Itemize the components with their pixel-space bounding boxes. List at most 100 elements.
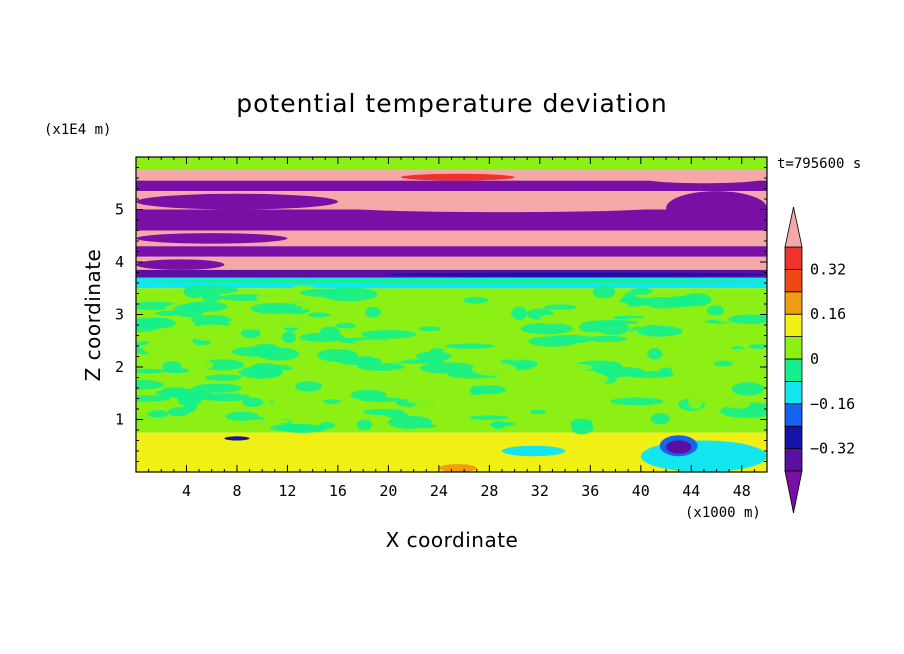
contour-features [136,172,767,472]
contour-speckle-120 [167,406,190,417]
contour-speckle-213 [269,423,318,432]
contour-speckle-206 [138,317,177,329]
y-tick-label-4: 5 [115,201,124,219]
x-tick-label-10: 44 [682,482,700,500]
contour-speckle-2 [201,292,222,302]
contour-feature-7 [136,259,225,270]
contour-speckle-176 [136,368,166,374]
contour-speckle-161 [725,369,765,375]
contour-speckle-40 [147,410,169,418]
contour-speckle-73 [250,343,281,356]
contour-speckle-153 [468,415,509,420]
contour-feature-20 [224,436,250,441]
contour-feature-16 [565,453,641,470]
y-tick-label-0: 1 [115,411,124,429]
contour-speckle-41 [420,384,433,396]
contour-speckle-193 [411,402,447,415]
contour-speckle-215 [177,393,202,407]
contour-feature-3 [666,191,767,226]
contour-speckle-147 [543,304,577,311]
x-tick-label-3: 16 [329,482,347,500]
contour-feature-11 [136,437,187,472]
x-tick-label-1: 8 [232,482,241,500]
x-tick-label-9: 40 [632,482,650,500]
contour-speckle-146 [528,336,578,347]
colorbar-segment-4 [784,358,803,382]
contour-speckle-181 [635,305,653,312]
colorbar-segment-3 [784,380,803,405]
contour-speckle-204 [574,372,609,386]
contour-speckle-180 [395,303,426,318]
contour-speckle-214 [728,314,767,324]
contour-speckle-164 [188,359,214,371]
colorbar-tick-label-3: 0.16 [810,305,846,323]
contour-speckle-159 [598,349,646,363]
x-tick-label-8: 36 [581,482,599,500]
contour-speckle-169 [688,395,703,409]
contour-speckle-45 [240,328,261,339]
contour-feature-8 [388,272,767,277]
contour-speckle-216 [202,393,251,402]
contour-speckle-140 [420,362,476,374]
contour-speckle-137 [622,292,638,306]
contour-speckle-12 [295,381,323,392]
contour-speckle-187 [173,303,205,318]
contour-speckle-205 [238,366,283,379]
x-tick-label-0: 4 [182,482,191,500]
contour-speckle-44 [630,287,653,295]
x-tick-label-6: 28 [480,482,498,500]
colorbar: −0.32 −0.16 0 0.16 0.32 [784,206,855,514]
contour-feature-12 [211,443,288,467]
colorbar-tick-label-0: −0.32 [810,440,855,458]
contour-speckle-209 [256,291,294,303]
x-tick-label-5: 24 [430,482,448,500]
contour-speckle-199 [515,363,531,369]
contour-speckle-77 [361,330,417,339]
contour-speckle-54 [317,302,369,311]
contour-speckle-99 [267,316,315,328]
contour-speckle-94 [706,305,725,316]
contour-band-0 [136,157,767,171]
contour-speckle-91 [434,333,486,341]
contour-band-7 [136,256,767,270]
contour-speckle-124 [444,343,496,349]
contour-feature-6 [615,230,767,239]
contour-speckle-188 [190,314,232,325]
colorbar-tick-label-1: −0.16 [810,395,855,413]
contour-speckle-168 [677,347,733,362]
contour-speckle-139 [570,418,593,429]
chart-title: potential temperature deviation [236,89,667,118]
contour-speckle-114 [157,404,174,410]
contour-speckle-154 [544,363,594,372]
contour-speckle-101 [163,368,191,374]
contour-speckle-210 [500,351,535,361]
colorbar-over-arrow [784,206,803,248]
y-tick-label-1: 2 [115,358,124,376]
colorbar-segment-6 [784,313,803,338]
contour-feature-15 [501,445,566,457]
contour-speckle-102 [323,399,341,405]
contour-speckle-201 [316,348,359,362]
contour-speckle-83 [489,421,516,427]
contour-feature-14 [438,464,477,472]
contour-band-5 [136,230,767,247]
contour-speckle-190 [731,382,765,396]
colorbar-segment-1 [784,425,803,450]
contour-speckle-43 [237,376,254,388]
x-tick-label-7: 32 [531,482,549,500]
contour-feature-9 [136,279,767,283]
contour-speckle-142 [241,397,264,408]
contour-speckle-64 [452,302,476,313]
contour-speckle-59 [415,351,452,362]
contour-speckle-203 [471,362,517,376]
colorbar-segment-2 [784,403,803,427]
contour-speckle-47 [356,419,373,431]
contour-band-2 [136,180,767,192]
contour-speckle-144 [362,408,405,416]
contour-speckle-208 [748,344,767,349]
time-label: t=795600 s [777,156,861,172]
contour-speckle-155 [136,416,171,429]
contour-speckle-129 [307,312,331,318]
contour-speckle-178 [271,404,311,412]
